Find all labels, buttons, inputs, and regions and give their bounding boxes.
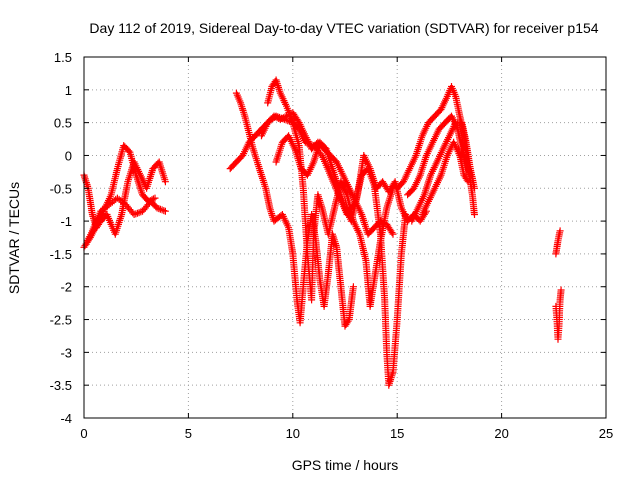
x-tick-label: 25 <box>599 426 613 441</box>
series-markers <box>408 119 478 225</box>
x-tick-label: 0 <box>80 426 87 441</box>
series-track-03 <box>82 194 169 248</box>
x-tick-label: 10 <box>286 426 300 441</box>
y-tick-label: -3.5 <box>50 378 72 393</box>
data-points <box>80 76 565 389</box>
series-track-14 <box>552 286 565 343</box>
x-tick-label: 20 <box>494 426 508 441</box>
series-markers <box>232 89 357 330</box>
x-axis-ticks: 0 5 10 15 20 25 <box>80 57 613 441</box>
series-markers <box>552 286 565 343</box>
plot-frame <box>83 56 607 419</box>
y-tick-label: 1.5 <box>54 50 72 65</box>
series-markers <box>418 138 472 218</box>
series-track-05 <box>232 89 357 330</box>
series-track-13 <box>552 227 564 258</box>
y-tick-label: 0 <box>65 148 72 163</box>
series-markers <box>82 194 169 248</box>
grid <box>84 57 606 418</box>
y-tick-label: -2.5 <box>50 313 72 328</box>
series-track-08 <box>272 132 430 225</box>
y-tick-label: -1 <box>60 214 72 229</box>
series-track-12 <box>418 138 472 218</box>
y-tick-label: -4 <box>60 411 72 426</box>
series-track-11 <box>408 119 478 225</box>
y-tick-label: 0.5 <box>54 116 72 131</box>
y-axis-ticks: -4 -3.5 -3 -2.5 -2 -1.5 -1 -0.5 0 0.5 1 1.5 <box>50 50 606 426</box>
y-tick-label: -0.5 <box>50 181 72 196</box>
series-markers <box>552 227 564 258</box>
x-tick-label: 5 <box>185 426 192 441</box>
chart-title: Day 112 of 2019, Sidereal Day-to-day VTE… <box>89 20 598 36</box>
x-tick-label: 15 <box>390 426 404 441</box>
y-tick-label: -3 <box>60 345 72 360</box>
y-tick-label: -2 <box>60 280 72 295</box>
y-tick-label: -1.5 <box>50 247 72 262</box>
y-axis-label: SDTVAR / TECUs <box>6 182 22 294</box>
series-markers <box>272 132 430 225</box>
y-tick-label: 1 <box>65 83 72 98</box>
x-axis-label: GPS time / hours <box>292 457 399 473</box>
